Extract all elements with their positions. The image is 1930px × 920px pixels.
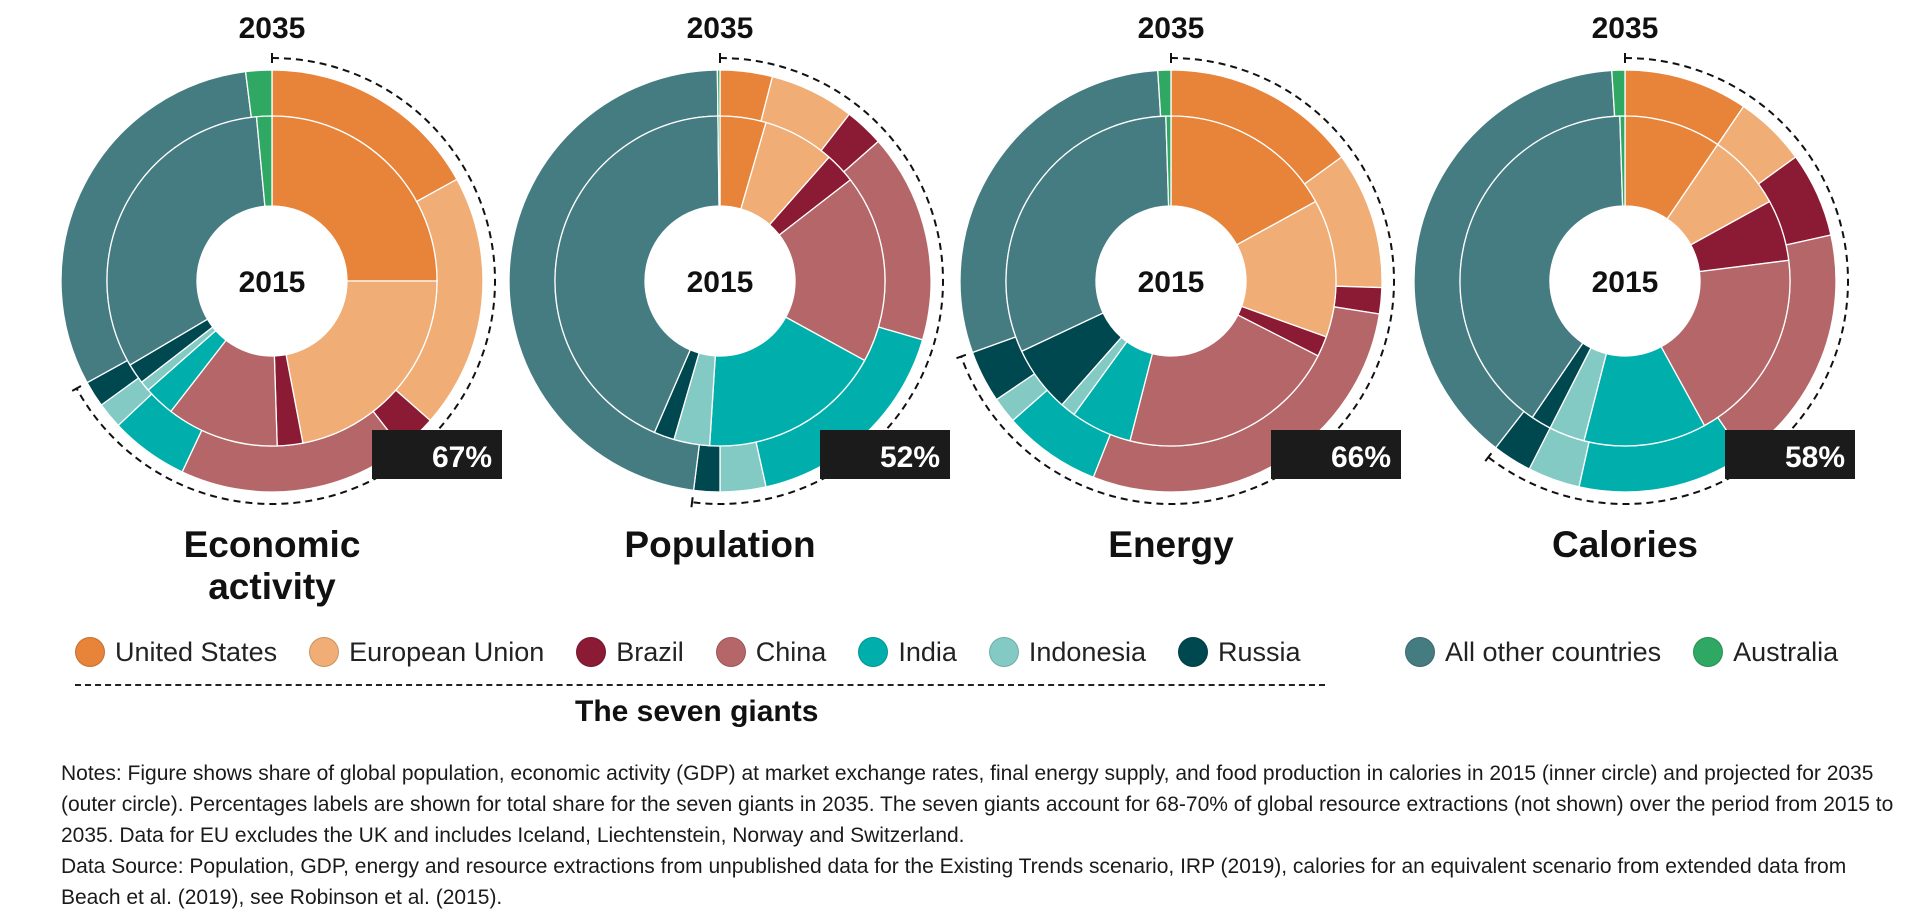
giants-arc <box>960 57 1395 505</box>
inner-2015-slice-india <box>708 316 866 447</box>
legend-label: All other countries <box>1445 636 1662 667</box>
notes-text: Notes: Figure shows share of global popu… <box>61 762 1894 847</box>
giants-arc-end-tick <box>956 353 967 360</box>
figure-notes: Notes: Figure shows share of global popu… <box>61 758 1901 913</box>
legend-label: United States <box>115 636 278 667</box>
chart-title: Economic <box>184 524 361 565</box>
giants-share-value: 58% <box>1785 441 1845 474</box>
donut-energy: 2035 2015 66% Energy <box>956 12 1401 565</box>
donut-hole <box>1550 206 1700 356</box>
legend-others: All other countries Australia <box>1405 632 1870 672</box>
giants-group-label: The seven giants <box>575 695 819 728</box>
donut-calories: 2035 2015 58% Calories <box>1413 12 1855 565</box>
legend-item-indonesia: Indonesia <box>988 636 1146 668</box>
giants-share-badge <box>1725 430 1855 479</box>
legend-label: India <box>898 636 957 667</box>
giants-share-value: 66% <box>1331 441 1391 474</box>
legend-swatch <box>1177 637 1208 667</box>
outer-2035-slice-australia <box>1611 69 1626 118</box>
donut-population: 2035 2015 52% Population <box>508 12 950 565</box>
outer-2035-slice-australia <box>716 69 721 117</box>
legend-label: Australia <box>1733 636 1839 667</box>
legend-swatch <box>858 637 889 667</box>
giants-arc <box>691 57 944 505</box>
legend-item-brazil: Brazil <box>576 637 684 668</box>
legend-item-united-states: United States <box>75 637 277 668</box>
giants-arc <box>1487 57 1849 505</box>
outer-2035-slice-australia <box>1157 69 1172 118</box>
chart-title: Calories <box>1552 524 1698 565</box>
legend-label: China <box>755 636 827 667</box>
legend-label: European Union <box>349 636 545 667</box>
donut-hole <box>645 206 795 356</box>
legend-item-russia: Russia <box>1177 636 1301 668</box>
legend-swatch <box>1693 637 1724 667</box>
year-label-2035: 2035 <box>1592 12 1659 45</box>
giants-arc-end-tick <box>690 497 694 508</box>
chart-title: Population <box>624 524 815 565</box>
inner-2015-slice-all-other-countries <box>1459 115 1624 419</box>
giants-arc-end-tick <box>1484 452 1493 462</box>
source-text: Data Source: Population, GDP, energy and… <box>61 855 1847 909</box>
chart-title: activity <box>208 566 336 607</box>
giants-share-badge <box>820 430 950 479</box>
donut-hole <box>197 206 347 356</box>
giants-share-value: 67% <box>432 441 492 474</box>
year-label-2035: 2035 <box>687 12 754 45</box>
year-label-2015: 2015 <box>687 266 754 299</box>
legend-label: Indonesia <box>1028 636 1146 667</box>
legend-swatch <box>715 637 746 667</box>
year-label-2015: 2015 <box>239 266 306 299</box>
donut-hole <box>1096 206 1246 356</box>
legend-item-european-union: European Union <box>309 637 544 668</box>
giants-share-value: 52% <box>880 441 940 474</box>
legend-item-all-other-countries: All other countries <box>1405 637 1661 668</box>
year-label-2035: 2035 <box>239 12 306 45</box>
inner-2015-slice-china <box>1129 314 1319 447</box>
legend-swatch <box>309 637 340 667</box>
legend-swatch <box>75 637 105 667</box>
legend-label: Russia <box>1217 636 1301 667</box>
giants-arc <box>75 57 496 505</box>
chart-title: Energy <box>1108 524 1234 565</box>
legend-swatch <box>988 637 1019 667</box>
giants-bracket-line <box>75 684 1325 686</box>
legend-item-india: India <box>858 637 957 668</box>
year-label-2035: 2035 <box>1138 12 1205 45</box>
legend-label: Brazil <box>616 636 684 667</box>
year-label-2015: 2015 <box>1138 266 1205 299</box>
giants-arc-end-tick <box>71 385 82 392</box>
legend-giants: United States European Union Brazil China In… <box>75 632 1333 672</box>
year-label-2015: 2015 <box>1592 266 1659 299</box>
giants-share-badge <box>372 430 502 479</box>
legend-item-china: China <box>715 636 827 668</box>
legend-swatch <box>576 637 607 667</box>
giants-share-badge <box>1271 430 1401 479</box>
legend-swatch <box>1405 637 1435 667</box>
legend-item-australia: Australia <box>1693 637 1838 668</box>
